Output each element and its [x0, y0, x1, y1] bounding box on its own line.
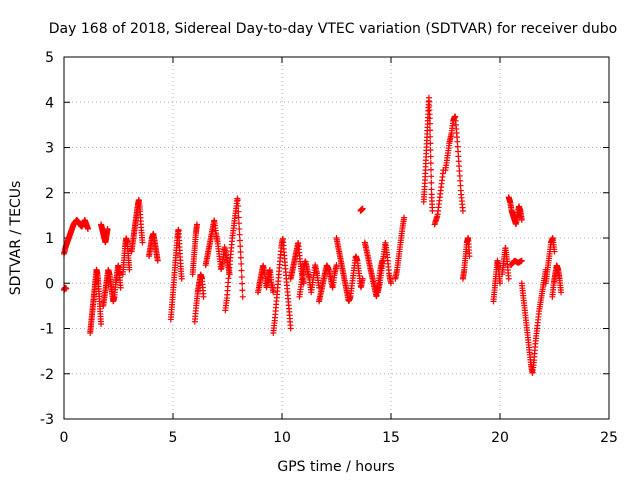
x-tick-label: 0: [60, 430, 69, 446]
data-point: [178, 275, 185, 282]
data-point: [235, 214, 242, 221]
y-tick-label: -1: [40, 322, 54, 338]
data-point: [388, 280, 394, 287]
data-point: [427, 127, 434, 134]
data-point: [239, 280, 246, 287]
axis-ticks: 0 5 10 15 20 25 -3 -2 -1 0 1 2 3 4 5: [40, 50, 618, 446]
data-point: [117, 284, 124, 291]
data-point: [237, 243, 244, 250]
data-point: [239, 287, 246, 294]
data-point: [551, 248, 558, 255]
data-point: [235, 208, 242, 215]
data-point: [238, 267, 245, 274]
x-tick-label: 10: [273, 430, 291, 446]
data-point: [359, 275, 366, 282]
data-point: [427, 133, 434, 140]
data-point: [235, 220, 242, 227]
data-points: [61, 94, 565, 376]
y-axis-label: SDTVAR / TECUs: [8, 181, 24, 296]
data-point: [104, 225, 111, 232]
data-point: [200, 293, 207, 300]
data-point: [287, 325, 294, 332]
x-tick-label: 25: [600, 430, 618, 446]
data-point: [427, 153, 434, 160]
y-tick-label: -3: [40, 412, 54, 428]
data-point: [270, 289, 277, 296]
data-point: [427, 140, 434, 147]
data-point: [154, 257, 161, 264]
data-point: [428, 179, 435, 186]
data-point: [426, 115, 433, 122]
data-point: [505, 275, 512, 282]
data-point: [427, 166, 434, 173]
data-point: [84, 225, 91, 232]
data-point: [518, 216, 525, 223]
data-point: [237, 248, 244, 255]
y-tick-label: 5: [45, 50, 54, 66]
x-tick-label: 5: [169, 430, 178, 446]
data-point: [126, 266, 133, 273]
y-tick-label: 3: [45, 141, 54, 157]
data-point: [236, 231, 243, 238]
data-point: [558, 289, 565, 296]
data-point: [239, 293, 246, 300]
data-point: [237, 254, 244, 261]
chart-title: Day 168 of 2018, Sidereal Day-to-day VTE…: [49, 21, 617, 37]
data-point: [459, 207, 466, 214]
x-tick-label: 15: [382, 430, 400, 446]
plot-frame: [63, 56, 610, 420]
data-point: [139, 239, 146, 246]
y-tick-label: 0: [45, 276, 54, 292]
data-point: [426, 120, 433, 127]
data-point: [518, 257, 525, 264]
x-tick-label: 20: [491, 430, 509, 446]
data-point: [238, 274, 245, 281]
data-point: [236, 225, 243, 232]
y-tick-label: 2: [45, 186, 54, 202]
data-point: [428, 173, 435, 180]
data-point: [98, 320, 105, 327]
x-axis-label: GPS time / hours: [277, 459, 394, 475]
data-point: [238, 260, 245, 267]
data-point: [427, 146, 434, 153]
y-tick-label: -2: [40, 367, 54, 383]
data-point: [235, 202, 242, 209]
data-point: [427, 160, 434, 167]
data-point: [497, 280, 503, 287]
data-point: [193, 221, 200, 228]
data-point: [234, 197, 241, 204]
data-point: [429, 207, 436, 214]
data-point: [236, 237, 243, 244]
data-point: [466, 253, 473, 260]
y-tick-label: 4: [45, 95, 54, 111]
y-tick-label: 1: [45, 231, 54, 247]
data-point: [333, 262, 340, 269]
data-point: [401, 214, 408, 221]
data-point: [359, 205, 366, 212]
